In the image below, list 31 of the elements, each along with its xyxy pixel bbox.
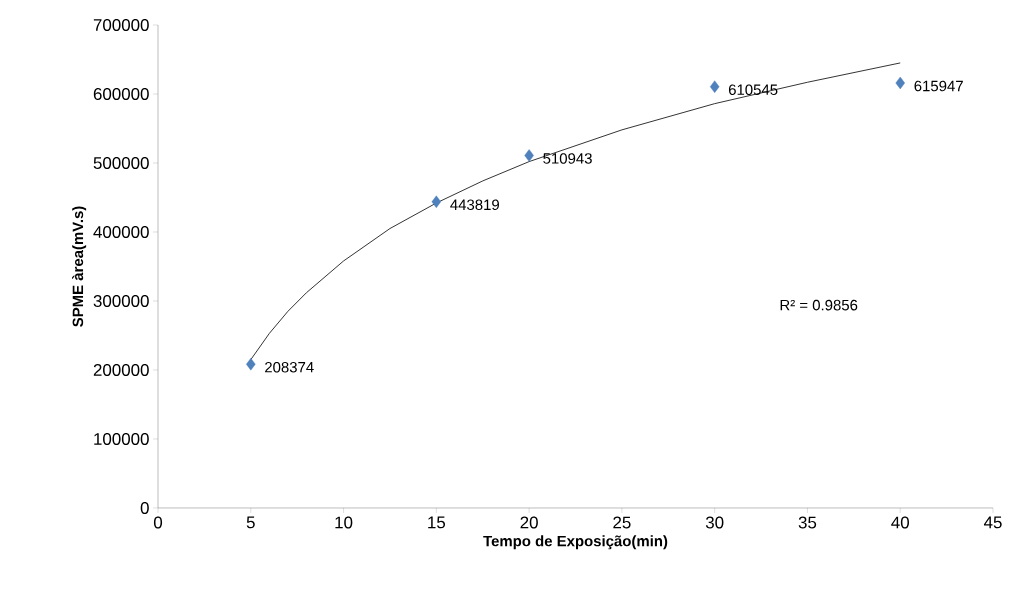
point xyxy=(895,76,905,90)
x-tick-label: 45 xyxy=(983,516,1002,529)
x-tick-label: 0 xyxy=(153,516,163,529)
y-tick-label: 500000 xyxy=(93,156,149,169)
x-axis-title: Tempo de Exposição(min) xyxy=(483,535,668,550)
annotation: R² = 0.9856 xyxy=(780,299,858,311)
data-label: 610545 xyxy=(728,84,778,95)
y-tick-label: 100000 xyxy=(94,432,149,445)
y-tick-label: 700000 xyxy=(93,18,149,31)
x-tick-label: 10 xyxy=(335,516,353,529)
y-axis-title: SPME àrea(mV.s) xyxy=(72,206,87,327)
x-tick-label: 40 xyxy=(891,516,909,529)
y-tick-label: 400000 xyxy=(93,225,149,238)
y-tick-label: 200000 xyxy=(93,363,149,376)
y-tick-label: 0 xyxy=(140,501,149,514)
point xyxy=(431,195,442,208)
x-tick-label: 30 xyxy=(705,516,724,529)
x-tick-label: 20 xyxy=(520,516,538,529)
data-label: 510943 xyxy=(543,153,592,164)
x-tick-label: 15 xyxy=(428,516,446,529)
x-tick-label: 35 xyxy=(798,516,817,529)
data-label: 615947 xyxy=(914,80,963,92)
x-tick-label: 25 xyxy=(613,516,631,529)
y-tick-label: 300000 xyxy=(93,294,149,307)
point xyxy=(246,358,256,371)
y-tick-label: 600000 xyxy=(93,87,149,100)
point xyxy=(524,149,534,162)
point xyxy=(709,80,720,93)
x-tick-label: 5 xyxy=(246,516,255,529)
data-label: 443819 xyxy=(450,199,499,211)
data-label: 208374 xyxy=(265,361,314,373)
